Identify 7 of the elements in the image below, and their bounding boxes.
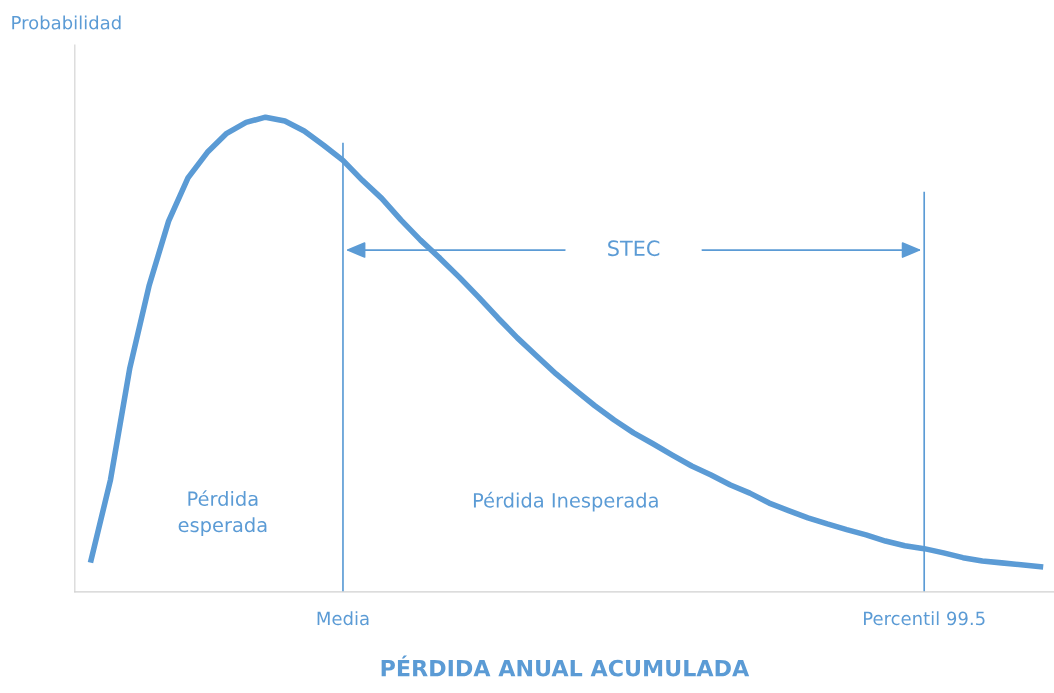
x-tick-label: Percentil 99.5 — [864, 611, 985, 626]
y-axis-title: Probabilidad — [12, 15, 121, 30]
x-axis-title: PÉRDIDA ANUAL ACUMULADA — [381, 655, 750, 677]
annotation: Pérdida esperada — [178, 490, 267, 537]
x-tick-label: Media — [317, 611, 369, 626]
annotation: STEC — [608, 240, 660, 257]
annotation: Pérdida Inesperada — [473, 491, 658, 512]
